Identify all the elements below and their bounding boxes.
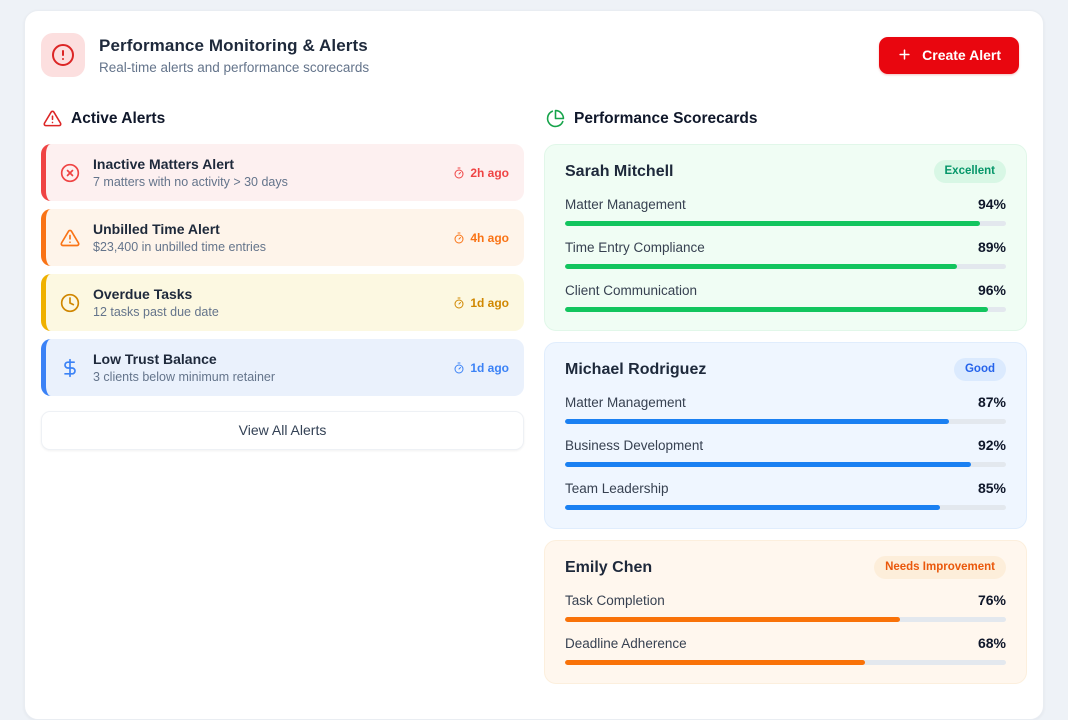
page-subtitle: Real-time alerts and performance scoreca… <box>99 59 370 75</box>
progress-fill <box>565 505 940 510</box>
progress-fill <box>565 221 980 226</box>
dollar-sign-icon <box>64 358 76 377</box>
progress-track <box>565 264 1006 269</box>
alert-timestamp: 1d ago <box>453 296 509 310</box>
rating-badge: Excellent <box>933 160 1006 183</box>
alert-description: 12 tasks past due date <box>93 305 219 319</box>
x-circle-icon <box>60 163 80 182</box>
clock-icon <box>60 293 80 312</box>
metric-label: Time Entry Compliance <box>565 240 705 255</box>
timer-icon <box>454 167 464 178</box>
scorecard-sarah-mitchell: Sarah Mitchell Excellent Matter Manageme… <box>544 144 1027 331</box>
progress-fill <box>565 462 971 467</box>
metric-percent: 92% <box>977 437 1006 453</box>
panel-header: Performance Monitoring & Alerts Real-tim… <box>41 33 1025 77</box>
progress-fill <box>565 660 865 665</box>
rating-badge: Good <box>953 358 1006 381</box>
metric-label: Deadline Adherence <box>565 636 687 651</box>
metric-row: Team Leadership 85% <box>565 480 1006 510</box>
view-all-alerts-button[interactable]: View All Alerts <box>41 411 524 450</box>
timer-icon <box>454 232 464 243</box>
person-name: Michael Rodriguez <box>565 360 707 378</box>
alert-circle-icon <box>41 33 85 77</box>
metric-row: Task Completion 76% <box>565 592 1006 622</box>
metric-percent: 85% <box>977 480 1006 496</box>
metric-percent: 68% <box>977 635 1006 651</box>
create-alert-button[interactable]: Create Alert <box>879 36 1019 74</box>
alert-description: 7 matters with no activity > 30 days <box>93 175 288 189</box>
alert-title: Inactive Matters Alert <box>93 156 235 172</box>
timer-icon <box>454 297 464 308</box>
timer-icon <box>454 362 464 373</box>
progress-track <box>565 462 1006 467</box>
progress-track <box>565 617 1006 622</box>
person-name: Sarah Mitchell <box>565 162 674 180</box>
progress-track <box>565 505 1006 510</box>
scorecard-emily-chen: Emily Chen Needs Improvement Task Comple… <box>544 540 1027 684</box>
alert-card-inactive-matters[interactable]: Inactive Matters Alert 7 matters with no… <box>41 144 524 201</box>
metric-row: Deadline Adherence 68% <box>565 635 1006 665</box>
rating-badge: Needs Improvement <box>874 556 1006 579</box>
metric-row: Client Communication 96% <box>565 282 1006 312</box>
alert-timestamp: 4h ago <box>453 231 509 245</box>
progress-track <box>565 307 1006 312</box>
progress-fill <box>565 307 989 312</box>
progress-fill <box>565 419 949 424</box>
metric-row: Time Entry Compliance 89% <box>565 239 1006 269</box>
alert-card-unbilled-time[interactable]: Unbilled Time Alert $23,400 in unbilled … <box>41 209 524 266</box>
alert-timestamp: 1d ago <box>453 361 509 375</box>
metric-percent: 76% <box>977 592 1006 608</box>
progress-fill <box>565 617 901 622</box>
metric-percent: 89% <box>977 239 1006 255</box>
progress-track <box>565 660 1006 665</box>
metric-label: Matter Management <box>565 197 686 212</box>
person-name: Emily Chen <box>565 558 653 576</box>
alert-timestamp: 2h ago <box>453 166 509 180</box>
plus-icon <box>899 49 910 60</box>
performance-monitoring-panel: Performance Monitoring & Alerts Real-tim… <box>24 10 1044 720</box>
alert-triangle-icon <box>43 110 62 127</box>
alert-card-low-trust-balance[interactable]: Low Trust Balance 3 clients below minimu… <box>41 339 524 396</box>
create-alert-label: Create Alert <box>922 46 1001 63</box>
alert-title: Unbilled Time Alert <box>93 221 220 237</box>
performance-scorecards-heading: Performance Scorecards <box>546 109 1027 128</box>
alert-description: $23,400 in unbilled time entries <box>93 240 267 254</box>
progress-fill <box>565 264 958 269</box>
metric-percent: 87% <box>977 394 1006 410</box>
metric-label: Business Development <box>565 438 704 453</box>
alert-title: Overdue Tasks <box>93 286 193 302</box>
metric-label: Team Leadership <box>565 481 669 496</box>
alert-card-overdue-tasks[interactable]: Overdue Tasks 12 tasks past due date 1d … <box>41 274 524 331</box>
metric-percent: 96% <box>977 282 1006 298</box>
progress-track <box>565 221 1006 226</box>
metric-label: Client Communication <box>565 283 698 298</box>
pie-chart-icon <box>546 109 565 128</box>
scorecard-michael-rodriguez: Michael Rodriguez Good Matter Management… <box>544 342 1027 529</box>
page-title: Performance Monitoring & Alerts <box>99 35 368 55</box>
performance-scorecards-section: Performance Scorecards Sarah Mitchell Ex… <box>544 109 1027 695</box>
active-alerts-heading: Active Alerts <box>43 109 524 128</box>
metric-row: Matter Management 87% <box>565 394 1006 424</box>
alert-description: 3 clients below minimum retainer <box>93 370 276 384</box>
metric-label: Matter Management <box>565 395 686 410</box>
alert-title: Low Trust Balance <box>93 351 217 367</box>
active-alerts-section: Active Alerts Inactive Matters Alert 7 m… <box>41 109 524 695</box>
alert-triangle-icon <box>60 229 80 246</box>
metric-row: Business Development 92% <box>565 437 1006 467</box>
progress-track <box>565 419 1006 424</box>
metric-row: Matter Management 94% <box>565 196 1006 226</box>
metric-percent: 94% <box>977 196 1006 212</box>
